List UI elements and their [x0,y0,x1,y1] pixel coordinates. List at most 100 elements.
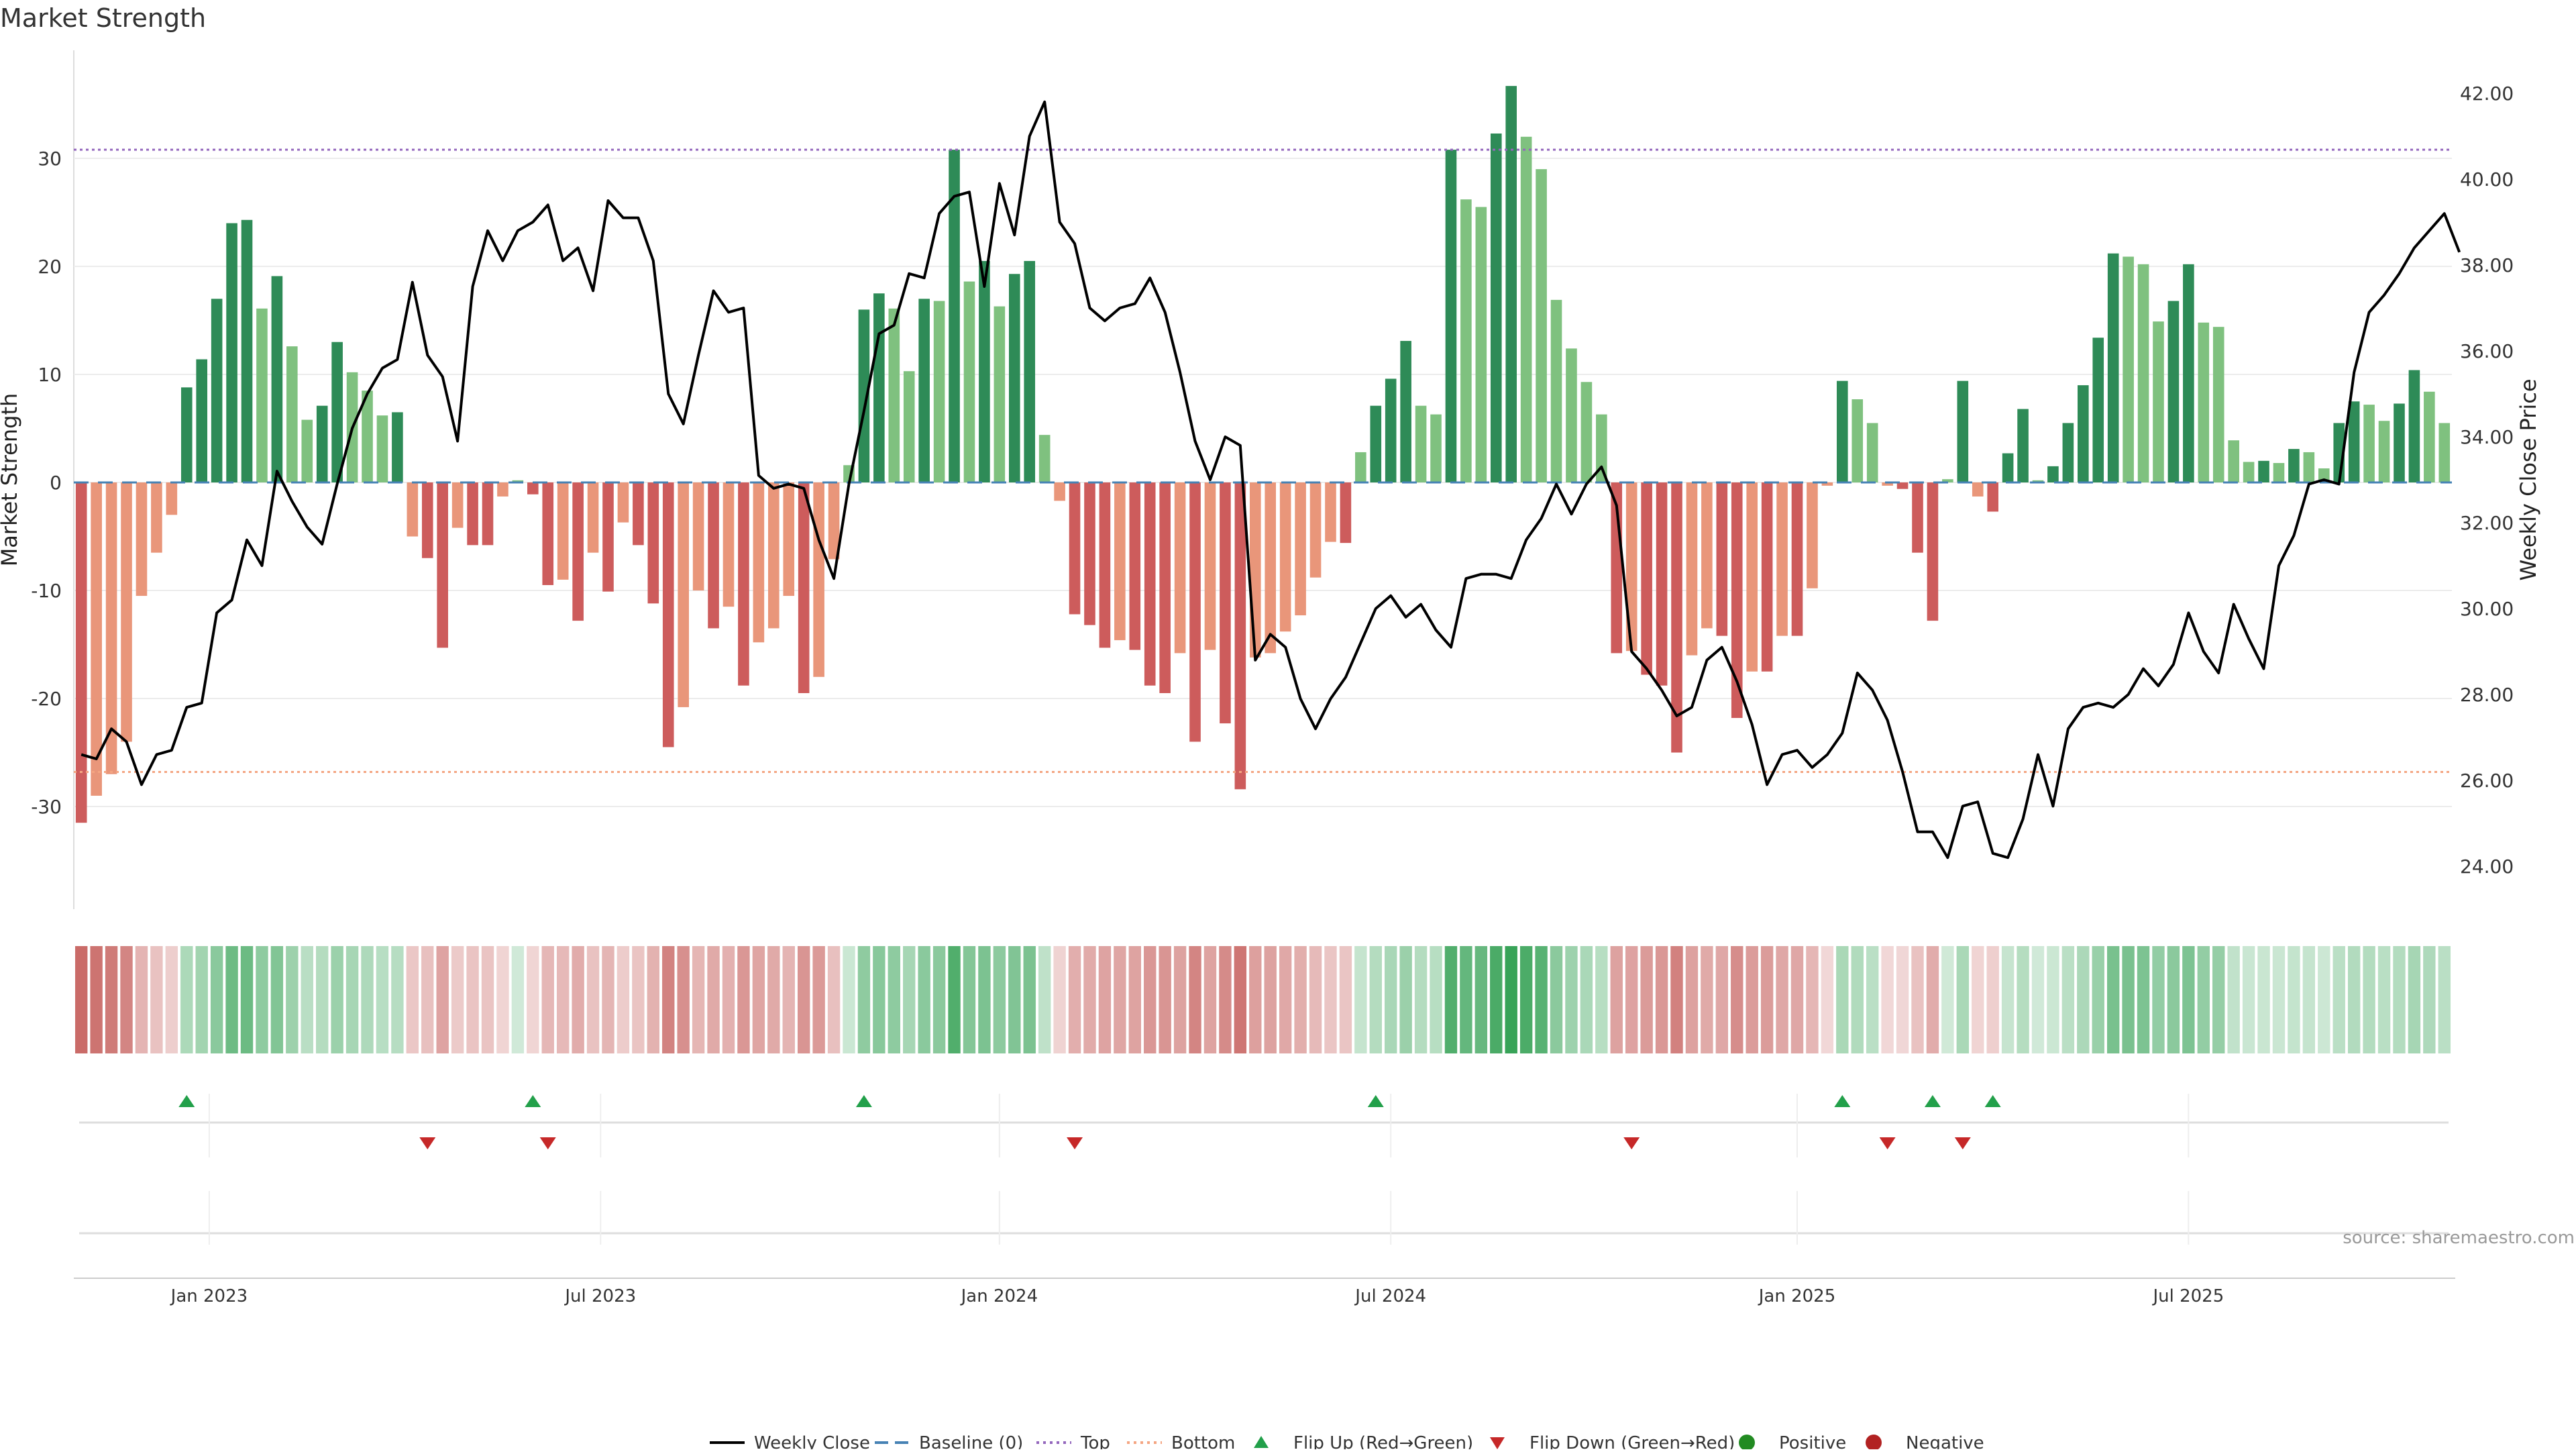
strength-bar-positive [2288,449,2300,483]
heat-strip-cell [1972,946,1984,1053]
strength-bar-negative [91,482,102,796]
heat-strip-cell [2031,946,2045,1053]
heat-strip-cell [1519,946,1533,1053]
heat-strip-cell [2408,946,2421,1053]
flip-down-marker [539,1137,556,1149]
strength-bar-negative [602,482,614,592]
heat-strip-cell [1715,946,1729,1053]
heat-strip-cell [1851,946,1864,1053]
strength-bar-negative [105,482,117,774]
strength-bar-positive [1566,348,1577,483]
heat-strip-cell [150,946,163,1053]
strength-bar-positive [196,359,208,483]
flip-down-marker [419,1137,436,1149]
heat-strip-cell [466,946,479,1053]
heat-strip-cell [1460,946,1472,1053]
heat-strip-cell [1023,946,1036,1053]
y-tick-label: -20 [31,688,62,710]
heat-strip-cell [1746,946,1758,1053]
strength-bar-negative [1234,482,1246,790]
strength-bar-positive [1430,414,1442,483]
legend-swatch-negative [1866,1435,1882,1451]
y2-tick-label: 34.00 [2460,426,2514,448]
strength-bar-negative [662,482,674,747]
strength-bar-negative [121,482,132,742]
strength-bar-negative [587,482,599,553]
heat-strip-cell [2347,946,2361,1053]
strength-bar-negative [768,482,780,629]
strength-bar-positive [1866,423,1878,483]
strength-bar-positive [918,299,930,483]
strength-bar-negative [1731,482,1743,719]
heat-strip-cell [1565,946,1578,1053]
strength-bar-positive [2077,385,2089,483]
strength-bar-negative [617,482,629,523]
strength-bar-negative [828,482,840,560]
heat-strip-cell [1189,946,1201,1053]
heat-strip-cell [1625,946,1638,1053]
heat-strip-cell [1083,946,1096,1053]
heat-strip-cell [2182,946,2195,1053]
strength-bar-positive [903,371,915,483]
heat-strip-cell [932,946,946,1053]
heat-strip-cell [1068,946,1081,1053]
strength-bar-positive [1445,150,1457,483]
strength-bar-positive [2408,370,2420,483]
flip-down-marker [1879,1137,1896,1149]
strength-bar-positive [1490,133,1502,483]
heat-strip-cell [602,946,614,1053]
heat-strip-cell [1986,946,1999,1053]
strength-bar-positive [2153,321,2164,483]
heat-strip-cell [1655,946,1668,1053]
strength-bar-negative [527,482,539,495]
heat-strip-cell [376,946,389,1053]
heat-strip-cell [2167,946,2180,1053]
heat-strip-cell [1836,946,1849,1053]
heat-strip-cell [195,946,208,1053]
heat-strip-cell [827,946,841,1053]
heat-strip-cell [391,946,404,1053]
strength-bar-positive [994,306,1006,483]
heat-strip-cell [2423,946,2436,1053]
strength-bar-negative [1686,482,1698,656]
heat-strip-cell [1670,946,1683,1053]
heat-strip-cell [301,946,313,1053]
heat-strip-cell [1279,946,1292,1053]
flip-down-marker [1067,1137,1083,1149]
heat-strip-cell [135,946,148,1053]
heat-strip-cell [256,946,268,1053]
heat-strip-cell [270,946,284,1053]
strength-bar-negative [1265,482,1277,654]
strength-bar-negative [421,482,433,558]
y2-tick-label: 36.00 [2460,340,2514,362]
strength-bar-negative [75,482,87,823]
heat-strip-cell [948,946,961,1053]
heat-strip-cell [857,946,871,1053]
heat-strip-cell [903,946,916,1053]
strength-bar-negative [1641,482,1652,675]
flip-up-marker [1367,1095,1384,1107]
strength-bar-positive [301,419,313,483]
strength-bar-negative [437,482,449,648]
heat-strip-cell [812,946,825,1053]
strength-bar-negative [1220,482,1231,724]
strength-bar-positive [2062,423,2074,483]
y2-tick-label: 26.00 [2460,770,2514,792]
heat-strip-cell [647,946,660,1053]
heat-strip-cell [2257,946,2270,1053]
strength-bar-negative [1912,482,1923,553]
strength-bar-positive [2212,327,2224,483]
heat-strip-cell [2212,946,2225,1053]
heat-strip-cell [1144,946,1157,1053]
flip-up-marker [855,1095,872,1107]
strength-bar-negative [1189,482,1201,742]
heat-strip-cell [2393,946,2406,1053]
heat-strip-cell [1294,946,1307,1053]
heat-strip-cell [421,946,434,1053]
strength-bar-positive [1580,382,1593,483]
heat-strip-cell [1234,946,1247,1053]
heat-strip-cell [1203,946,1217,1053]
strength-bar-negative [1114,482,1126,641]
strength-bar-positive [2123,256,2134,483]
